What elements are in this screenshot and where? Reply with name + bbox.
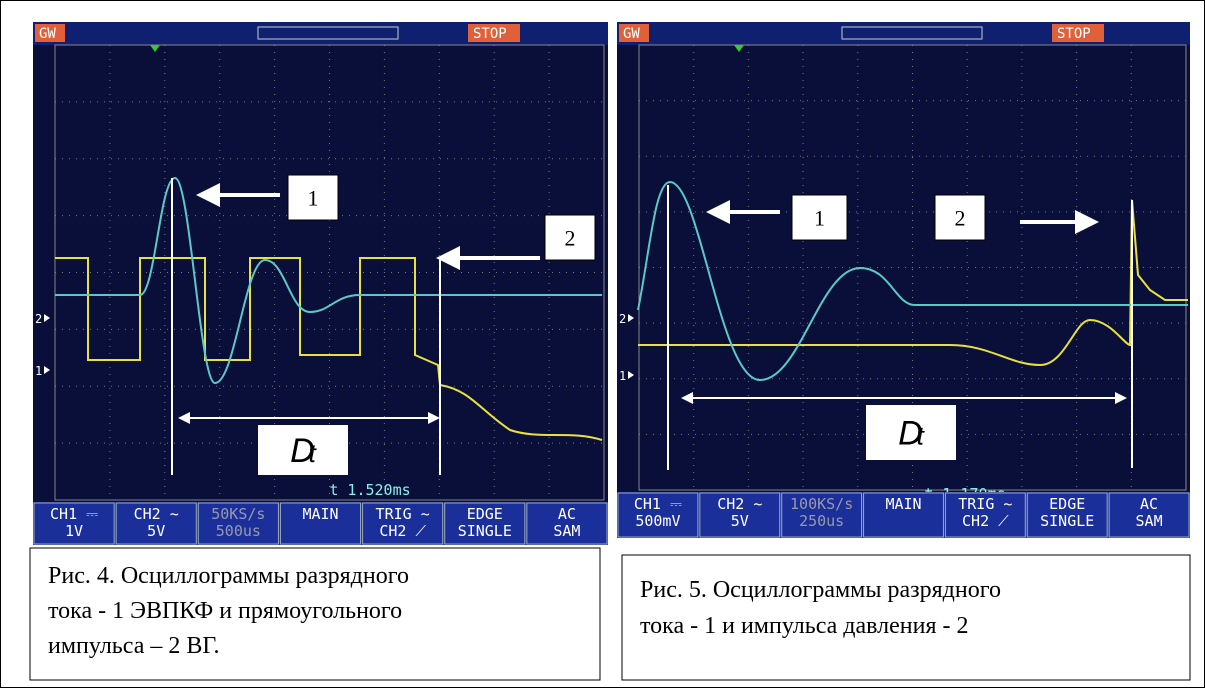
status-memory — [841, 26, 983, 40]
menu-text: TRIG ~ — [958, 495, 1012, 513]
menu-text: 5V — [731, 512, 749, 530]
menu-text: MAIN — [302, 505, 338, 523]
label-number: 1 — [308, 186, 319, 211]
trigger-marker — [734, 45, 744, 52]
status-gw: GW — [623, 26, 640, 42]
menu-cell — [362, 502, 444, 545]
delta-label: Dt — [898, 415, 926, 453]
menu-cell — [1026, 492, 1108, 538]
channel-marker: 1 — [619, 369, 626, 383]
menu-cell — [197, 502, 279, 545]
status-bar — [617, 22, 1190, 45]
label-box — [287, 174, 339, 221]
menu-text: SINGLE — [458, 522, 512, 540]
status-stop-bg — [1052, 24, 1104, 42]
caption-line: импульса – 2 ВГ. — [48, 633, 220, 659]
menu-cell — [33, 502, 115, 545]
menu-text: CH1 ⎓ — [50, 505, 98, 523]
channel-marker-arrow — [628, 371, 634, 379]
menu-cell — [279, 502, 362, 545]
label-number: 2 — [565, 226, 576, 251]
caption-box — [621, 554, 1191, 681]
caption-line: Рис. 4. Осциллограммы разрядного — [48, 563, 409, 589]
menu-cell — [526, 502, 608, 545]
menu-cell — [944, 492, 1026, 538]
delta-label: Dt — [290, 432, 318, 470]
menu-cell — [115, 502, 197, 545]
waveform-ch1 — [637, 180, 1188, 382]
delta-symbol: D — [898, 415, 923, 453]
menu-cell — [1108, 492, 1190, 538]
menu-cell — [617, 492, 699, 538]
channel-marker-arrow — [44, 366, 50, 374]
menu-text: CH1 ⎓ — [634, 495, 682, 513]
menu-text: CH2 ~ — [717, 495, 762, 513]
menu-cell — [699, 492, 781, 538]
menu-cell — [781, 492, 863, 538]
scope-screen — [617, 22, 1190, 538]
menu-text: CH2 ⟋ — [379, 522, 426, 540]
label-box — [934, 194, 986, 241]
channel-marker-arrow — [628, 314, 634, 322]
channel-marker-arrow — [44, 314, 50, 322]
menu-text: EDGE — [1049, 495, 1085, 513]
menu-text: 100KS/s — [790, 495, 853, 513]
status-gw-bg — [619, 24, 649, 42]
delta-box — [258, 425, 348, 475]
status-bar — [33, 22, 608, 45]
menu-text: 500mV — [635, 512, 680, 530]
delta-sub: t — [917, 421, 926, 451]
delta-symbol: D — [290, 432, 315, 470]
grid-border — [638, 44, 1187, 491]
menu-cell — [863, 492, 944, 538]
status-stop: STOP — [1057, 26, 1091, 42]
menu-text: 1V — [65, 522, 83, 540]
caption-box — [29, 547, 601, 681]
channel-marker: 2 — [619, 312, 626, 326]
delta-box — [866, 405, 956, 460]
waveform-ch2 — [638, 199, 1188, 367]
status-stop-bg — [468, 24, 520, 42]
label-number: 2 — [955, 206, 966, 231]
status-gw-bg — [35, 24, 65, 42]
menu-text: TRIG ~ — [376, 505, 430, 523]
menu-text: CH2 ⟋ — [962, 512, 1009, 530]
menu-text: 50KS/s — [211, 505, 265, 523]
label-number: 1 — [814, 206, 825, 231]
label-box — [791, 194, 848, 241]
menu-text: 500us — [216, 522, 261, 540]
menu-cell — [444, 502, 526, 545]
label-box — [544, 214, 596, 261]
status-stop: STOP — [473, 26, 507, 42]
caption-line: Рис. 5. Осциллограммы разрядного — [640, 577, 1001, 603]
timebase: t 1.520ms — [329, 481, 410, 499]
menu-text: SAM — [553, 522, 580, 540]
menu-text: SAM — [1136, 512, 1163, 530]
status-memory — [257, 26, 399, 40]
caption-line: тока - 1 ЭВПКФ и прямоугольного — [48, 598, 402, 624]
menu-text: 250us — [799, 512, 844, 530]
menu-text: MAIN — [885, 495, 921, 513]
channel-marker: 1 — [35, 364, 42, 378]
status-gw: GW — [39, 26, 56, 42]
channel-marker: 2 — [35, 312, 42, 326]
delta-sub: t — [309, 438, 318, 468]
waveform-ch2 — [55, 257, 603, 441]
caption-line: тока - 1 и импульса давления - 2 — [640, 613, 969, 639]
menu-text: CH2 ~ — [134, 505, 179, 523]
menu-text: AC — [1140, 495, 1158, 513]
trigger-marker — [150, 45, 160, 52]
menu-text: SINGLE — [1040, 512, 1094, 530]
waveform-ch1 — [55, 176, 602, 385]
menu-text: 5V — [147, 522, 165, 540]
menu-text: AC — [558, 505, 576, 523]
grid-border — [54, 44, 605, 501]
menu-text: EDGE — [467, 505, 503, 523]
